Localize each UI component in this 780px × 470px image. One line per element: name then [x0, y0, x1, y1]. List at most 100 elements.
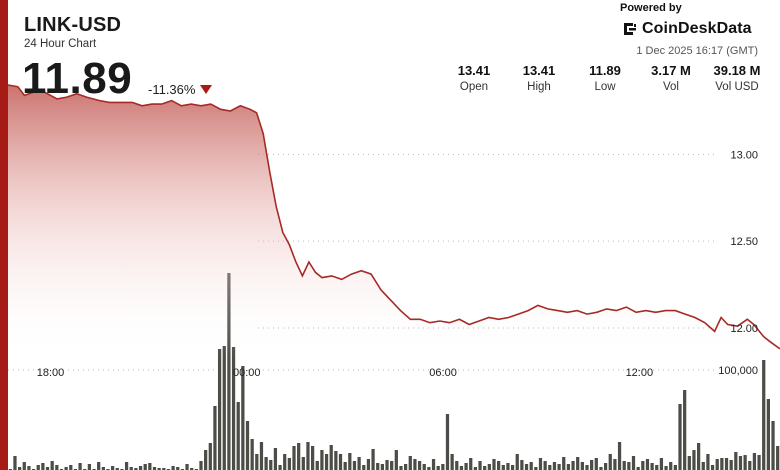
volume-bar: [213, 406, 217, 470]
volume-bar: [594, 458, 598, 470]
volume-bar: [199, 461, 203, 470]
volume-bar: [538, 458, 543, 470]
volume-bar: [366, 459, 371, 470]
stat-value: 3.17 M: [651, 63, 691, 78]
volume-bar: [292, 446, 296, 470]
volume-bar: [55, 465, 59, 470]
y-tick-label: 13.00: [730, 149, 758, 161]
volume-bar: [50, 461, 54, 470]
volume-bar: [41, 463, 45, 470]
volume-bar: [362, 465, 366, 470]
stat-value: 13.41: [457, 63, 491, 78]
volume-bar: [185, 464, 189, 470]
volume-bar: [329, 445, 333, 470]
pair-title: LINK-USD: [24, 14, 122, 36]
volume-bar: [599, 467, 603, 470]
volume-bar: [645, 459, 650, 470]
volume-bar: [269, 460, 273, 470]
volume-bar: [357, 457, 361, 470]
volume-bar: [176, 467, 180, 470]
volume-bar: [64, 467, 68, 470]
volume-bar: [148, 463, 152, 470]
volume-bar: [557, 464, 561, 470]
volume-bar: [259, 442, 264, 470]
volume-bar: [399, 466, 403, 470]
volume-bar: [287, 458, 291, 470]
volume-bar: [352, 461, 357, 470]
volume-bar: [278, 465, 282, 470]
volume-bars: [8, 273, 780, 470]
volume-bar: [627, 462, 631, 470]
volume-bar: [683, 390, 687, 470]
current-price: 11.89: [22, 54, 133, 103]
volume-bar: [669, 462, 673, 470]
volume-bar: [343, 462, 347, 470]
volume-bar: [622, 461, 626, 470]
powered-by-label: Powered by: [620, 2, 682, 14]
volume-bar: [222, 346, 226, 470]
volume-bar: [590, 460, 594, 470]
volume-bar: [143, 464, 147, 470]
stat-value: 13.41: [522, 63, 556, 78]
volume-bar: [208, 443, 212, 470]
volume-tick-label: 100,000: [718, 365, 758, 377]
axis-labels: 13.00 12.50 12.00 100,000 18:00 00:00 06:00 12:…: [37, 149, 758, 379]
volume-bar: [757, 455, 761, 470]
volume-bar: [306, 442, 310, 470]
volume-bar: [162, 468, 166, 470]
volume-bar: [487, 464, 491, 470]
volume-bar: [427, 467, 431, 470]
volume-bar: [450, 454, 454, 470]
volume-bar: [464, 463, 468, 470]
volume-bar: [571, 461, 575, 470]
volume-bar: [18, 467, 22, 470]
volume-bar: [431, 459, 436, 470]
volume-bar: [413, 459, 417, 470]
x-tick-label: 00:00: [233, 367, 261, 379]
volume-bar: [710, 465, 715, 470]
volume-bar: [771, 421, 775, 470]
volume-bar: [706, 454, 710, 470]
chart-subtitle: 24 Hour Chart: [24, 38, 97, 50]
volume-bar: [255, 454, 259, 470]
volume-bar: [394, 450, 398, 470]
volume-bar: [729, 460, 733, 470]
down-triangle-icon: [200, 85, 212, 94]
volume-bar: [157, 468, 161, 470]
brand-logo[interactable]: CoinDeskData: [622, 20, 752, 38]
stat-vol-usd: 39.18 M Vol USD: [702, 63, 772, 93]
volume-bar: [283, 454, 287, 470]
volume-bar: [743, 455, 747, 470]
price-line: [7, 84, 780, 350]
volume-bar: [492, 459, 496, 470]
volume-bar: [217, 349, 222, 470]
volume-bar: [250, 439, 254, 470]
volume-bar: [231, 347, 236, 470]
brand-name: CoinDeskData: [642, 20, 752, 37]
timestamp: 1 Dec 2025 16:17 (GMT): [636, 45, 758, 57]
stat-value: 39.18 M: [713, 63, 761, 78]
volume-bar: [338, 454, 343, 470]
volume-bar: [115, 468, 119, 470]
volume-bar: [264, 457, 268, 470]
x-tick-label: 18:00: [37, 367, 65, 379]
volume-bar: [469, 458, 473, 470]
volume-bar: [380, 464, 384, 470]
volume-bar: [324, 454, 329, 470]
volume-bar: [36, 465, 40, 470]
volume-bar: [455, 461, 459, 470]
volume-bar: [659, 458, 664, 470]
volume-bar: [78, 463, 82, 470]
volume-bar: [543, 461, 547, 470]
volume-bar: [273, 448, 278, 470]
volume-bar: [129, 467, 133, 470]
volume-bar: [441, 464, 445, 470]
volume-bar: [650, 463, 654, 470]
volume-bar: [111, 466, 115, 470]
volume-bar: [27, 466, 31, 470]
y-tick-label: 12.00: [730, 323, 758, 335]
volume-bar: [673, 465, 677, 470]
volume-bar: [138, 466, 143, 470]
volume-bar: [87, 464, 92, 470]
